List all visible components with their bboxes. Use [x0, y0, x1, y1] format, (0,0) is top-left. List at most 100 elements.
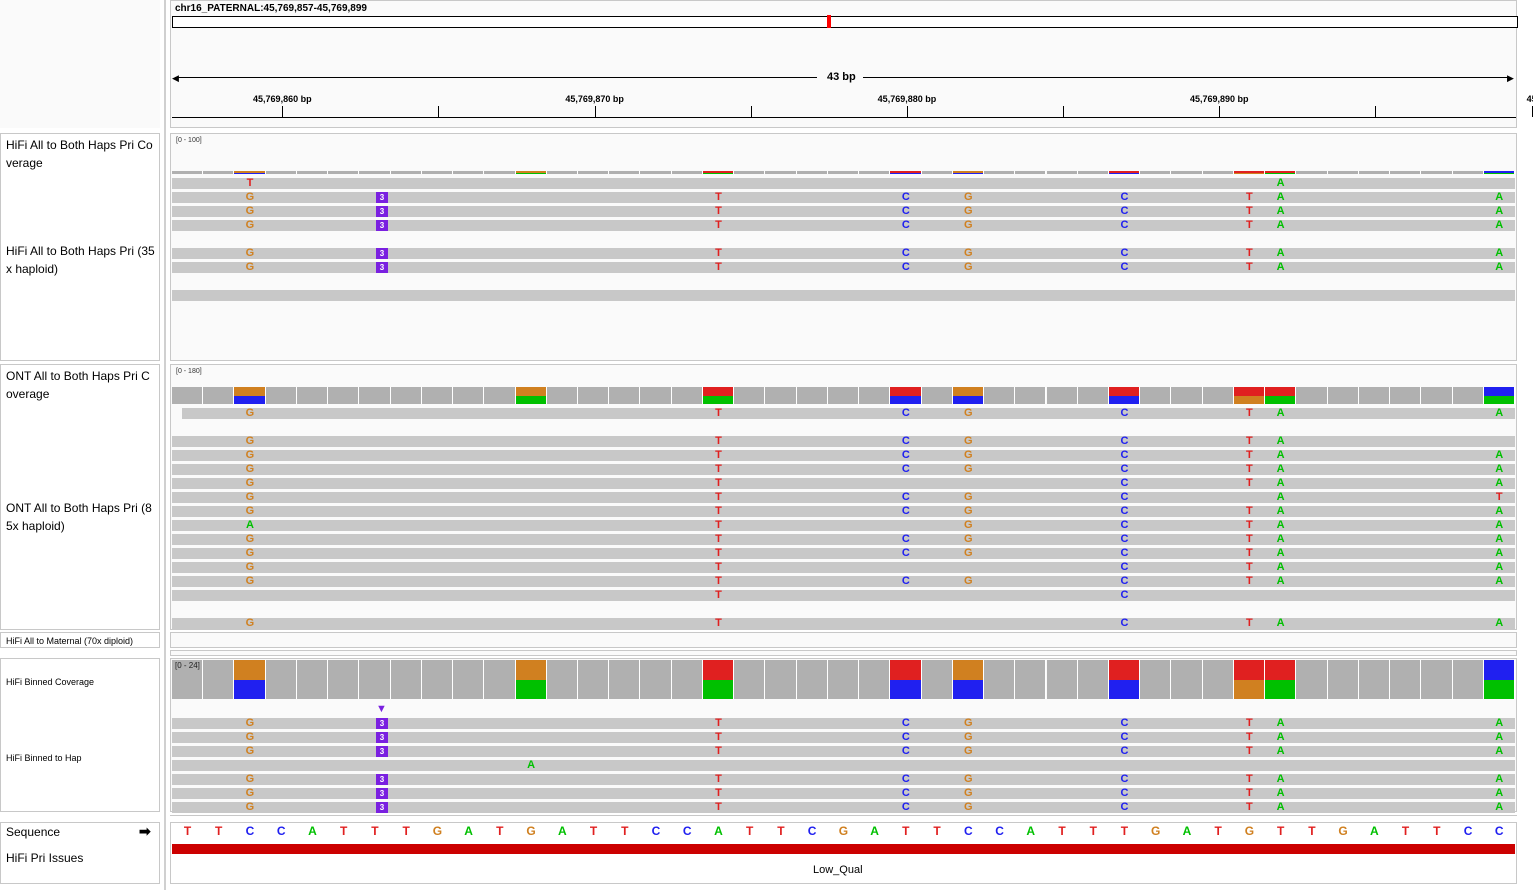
hifi-coverage-allele-top[interactable] — [702, 171, 735, 173]
ont-coverage-bar[interactable] — [172, 387, 204, 404]
binned-coverage-bar[interactable] — [765, 660, 797, 699]
hifi-coverage-allele-bottom[interactable] — [1265, 173, 1297, 174]
ont-coverage-bar[interactable] — [578, 387, 610, 404]
binned-alignment-track-name[interactable]: HiFi Binned to Hap — [6, 753, 82, 763]
binned-coverage-bar[interactable] — [640, 660, 672, 699]
ont-coverage-track-name[interactable]: ONT All to Both Haps Pri Coverage — [6, 369, 150, 401]
hifi-read[interactable] — [172, 248, 1515, 259]
binned-coverage-bar[interactable] — [1327, 660, 1359, 699]
maternal-track-name[interactable]: HiFi All to Maternal (70x diploid) — [6, 636, 134, 646]
ont-coverage-allele-bottom[interactable] — [702, 396, 735, 404]
hifi-coverage-bar[interactable] — [1358, 171, 1391, 174]
binned-coverage-bar[interactable] — [1421, 660, 1453, 699]
ont-read[interactable] — [182, 408, 1515, 419]
binned-coverage-allele-top[interactable] — [515, 660, 547, 680]
ont-read[interactable] — [172, 450, 1515, 461]
binned-coverage-bar[interactable] — [546, 660, 578, 699]
hifi-coverage-bar[interactable] — [1202, 171, 1234, 174]
ont-coverage-bar[interactable] — [984, 387, 1016, 404]
hifi-coverage-bar[interactable] — [453, 171, 485, 174]
ont-coverage-bar[interactable] — [203, 387, 235, 404]
insertion-marker[interactable]: 3 — [376, 262, 388, 273]
binned-coverage-allele-top[interactable] — [1108, 660, 1141, 680]
binned-coverage-allele-bottom[interactable] — [1233, 680, 1266, 699]
ont-coverage-bar[interactable] — [1358, 387, 1391, 404]
hifi-coverage-bar[interactable] — [1140, 171, 1172, 174]
ont-alignment-track-name[interactable]: ONT All to Both Haps Pri (85x haploid) — [6, 501, 152, 533]
binned-coverage-bar[interactable] — [484, 660, 516, 699]
binned-coverage-allele-top[interactable] — [234, 660, 266, 680]
ont-coverage-allele-top[interactable] — [890, 387, 922, 396]
feature-track-names[interactable]: Sequence ➡ HiFi Pri Issues — [0, 822, 160, 884]
ont-coverage-bar[interactable] — [671, 387, 703, 404]
hifi-coverage-allele-bottom[interactable] — [952, 173, 985, 174]
binned-read[interactable] — [172, 788, 1515, 799]
ont-read[interactable] — [172, 618, 1515, 629]
binned-coverage-bar[interactable] — [453, 660, 485, 699]
ont-read[interactable] — [172, 562, 1515, 573]
hifi-coverage-bar[interactable] — [578, 171, 610, 174]
low-qual-feature[interactable] — [172, 844, 1515, 854]
ont-coverage-bar[interactable] — [484, 387, 516, 404]
ont-coverage-bar[interactable] — [1046, 387, 1078, 404]
ont-coverage-bar[interactable] — [1296, 387, 1328, 404]
ont-coverage-bar[interactable] — [359, 387, 391, 404]
hifi-coverage-allele-top[interactable] — [1483, 171, 1515, 173]
insertion-marker[interactable]: 3 — [376, 206, 388, 217]
hifi-coverage-bar[interactable] — [390, 171, 422, 174]
ont-read[interactable] — [172, 436, 1515, 447]
ont-coverage-allele-top[interactable] — [234, 387, 266, 396]
hifi-coverage-bar[interactable] — [921, 171, 953, 174]
hifi-coverage-bar[interactable] — [203, 171, 235, 174]
hifi-coverage-bar[interactable] — [484, 171, 516, 174]
hifi-coverage-allele-bottom[interactable] — [515, 173, 547, 174]
binned-coverage-allele-top[interactable] — [1483, 660, 1515, 680]
binned-coverage-allele-bottom[interactable] — [890, 680, 922, 699]
hifi-read[interactable] — [172, 262, 1515, 273]
insertion-marker[interactable]: 3 — [376, 788, 388, 799]
binned-read[interactable] — [172, 802, 1515, 813]
ont-coverage-bar[interactable] — [265, 387, 297, 404]
binned-coverage-bar[interactable] — [265, 660, 297, 699]
binned-coverage-track-name[interactable]: HiFi Binned Coverage — [6, 677, 95, 687]
binned-coverage-bar[interactable] — [1296, 660, 1328, 699]
panel-divider[interactable] — [164, 0, 166, 890]
binned-coverage-bar[interactable] — [1077, 660, 1109, 699]
binned-coverage-bar[interactable] — [1358, 660, 1391, 699]
hifi-coverage-bar[interactable] — [1421, 171, 1453, 174]
binned-read[interactable] — [172, 760, 1515, 771]
insertion-marker[interactable]: 3 — [376, 220, 388, 231]
hifi-coverage-track-name[interactable]: HiFi All to Both Haps Pri Coverage — [6, 138, 153, 170]
binned-coverage-bar[interactable] — [421, 660, 454, 699]
binned-coverage-allele-bottom[interactable] — [952, 680, 985, 699]
strand-arrow-icon[interactable]: ➡ — [139, 823, 151, 839]
hifi-coverage-allele-top[interactable] — [515, 171, 547, 173]
binned-coverage-bar[interactable] — [984, 660, 1016, 699]
ont-coverage-allele-top[interactable] — [1483, 387, 1515, 396]
ont-read[interactable] — [172, 520, 1515, 531]
binned-coverage-allele-top[interactable] — [1265, 660, 1297, 680]
ont-track-names[interactable]: ONT All to Both Haps Pri Coverage ONT Al… — [0, 364, 160, 630]
binned-coverage-allele-bottom[interactable] — [702, 680, 735, 699]
insertion-marker[interactable]: 3 — [376, 248, 388, 259]
hifi-coverage-bar[interactable] — [1327, 171, 1359, 174]
maternal-data-panel[interactable] — [170, 632, 1517, 648]
ont-coverage-allele-bottom[interactable] — [1265, 396, 1297, 404]
binned-coverage-bar[interactable] — [328, 660, 360, 699]
binned-coverage-bar[interactable] — [1202, 660, 1234, 699]
ont-read[interactable] — [172, 506, 1515, 517]
maternal-track-names[interactable]: HiFi All to Maternal (70x diploid) — [0, 632, 160, 648]
ont-coverage-bar[interactable] — [640, 387, 672, 404]
binned-read[interactable] — [172, 732, 1515, 743]
hifi-coverage-allele-top[interactable] — [890, 171, 922, 173]
hifi-coverage-bar[interactable] — [671, 171, 703, 174]
hifi-coverage-bar[interactable] — [1452, 171, 1484, 174]
binned-coverage-allele-bottom[interactable] — [1483, 680, 1515, 699]
binned-coverage-bar[interactable] — [1390, 660, 1422, 699]
binned-coverage-bar[interactable] — [390, 660, 422, 699]
binned-coverage-bar[interactable] — [359, 660, 391, 699]
binned-coverage-allele-top[interactable] — [890, 660, 922, 680]
binned-coverage-bar[interactable] — [796, 660, 828, 699]
ruler-panel[interactable]: chr16_PATERNAL:45,769,857-45,769,899 ◀ 4… — [170, 0, 1533, 128]
binned-coverage-bar[interactable] — [671, 660, 703, 699]
